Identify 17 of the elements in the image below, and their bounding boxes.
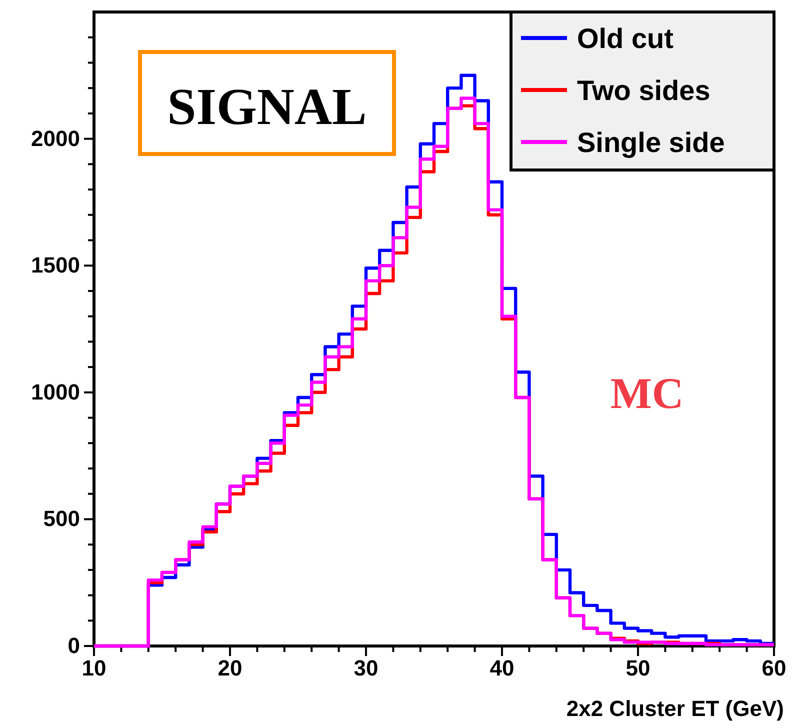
x-axis-title: 2x2 Cluster ET (GeV) bbox=[566, 696, 784, 721]
annotation: SIGNAL bbox=[167, 79, 367, 136]
x-tick-label: 50 bbox=[626, 656, 650, 681]
legend-label: Old cut bbox=[577, 23, 674, 54]
x-tick-label: 40 bbox=[490, 656, 514, 681]
x-tick-label: 60 bbox=[762, 656, 786, 681]
legend-label: Two sides bbox=[577, 75, 710, 106]
y-tick-label: 500 bbox=[43, 506, 80, 532]
y-tick-label: 1000 bbox=[31, 379, 80, 404]
y-tick-label: 1500 bbox=[31, 252, 80, 278]
y-tick-label: 2000 bbox=[31, 126, 80, 151]
x-tick-label: 20 bbox=[218, 656, 242, 681]
annotation: MC bbox=[610, 369, 684, 418]
x-tick-label: 10 bbox=[82, 656, 106, 681]
legend-label: Single side bbox=[577, 127, 725, 158]
x-tick-label: 30 bbox=[354, 656, 378, 681]
y-tick-label: 0 bbox=[68, 633, 80, 658]
